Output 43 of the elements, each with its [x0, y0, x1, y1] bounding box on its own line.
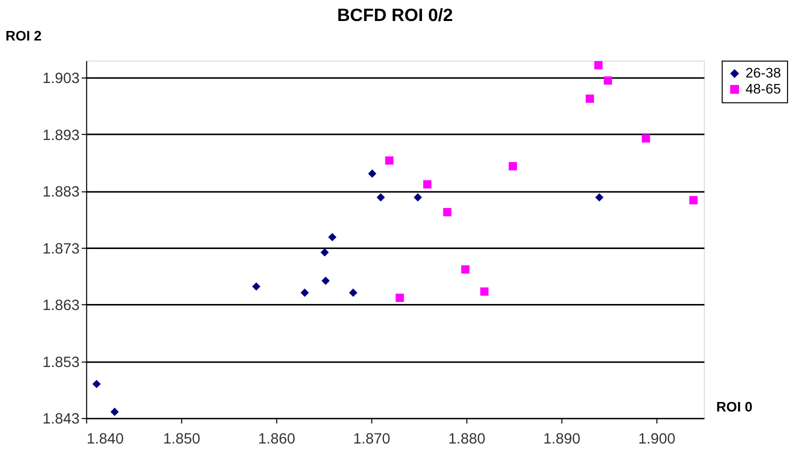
point: [252, 282, 260, 291]
point: [689, 196, 698, 204]
y-tick-label: 1.903: [42, 71, 80, 88]
y-tick-label: 1.843: [42, 412, 80, 428]
legend-label: 48-65: [745, 80, 782, 96]
point: [595, 193, 604, 202]
point: [443, 208, 452, 216]
point: [594, 61, 603, 70]
y-tick-label: 1.873: [42, 241, 80, 258]
point: [604, 76, 612, 85]
x-axis-title: ROI 0: [716, 398, 753, 415]
point: [328, 232, 336, 242]
y-axis-title: ROI 2: [5, 27, 42, 44]
y-tick-label: 1.893: [42, 128, 80, 144]
x-tick-label: 1.860: [258, 431, 296, 448]
point: [423, 180, 432, 188]
point: [92, 380, 101, 388]
point: [368, 169, 376, 178]
x-tick-label: 1.870: [353, 431, 390, 448]
point: [320, 248, 329, 257]
point: [414, 193, 422, 202]
point: [300, 288, 309, 297]
x-tick-label: 1.850: [163, 431, 200, 448]
chart-title: BCFD ROI 0/2: [337, 5, 453, 26]
point: [642, 134, 650, 143]
y-tick-label: 1.853: [42, 354, 80, 371]
point: [461, 265, 470, 274]
point: [110, 408, 119, 416]
point: [480, 287, 488, 296]
point: [586, 94, 594, 103]
y-tick-label: 1.863: [42, 298, 80, 314]
point: [508, 162, 518, 170]
point: [385, 156, 394, 165]
x-tick-label: 1.890: [543, 431, 580, 448]
x-tick-label: 1.900: [638, 431, 676, 448]
point: [321, 276, 330, 285]
x-tick-label: 1.840: [86, 431, 124, 448]
point: [396, 294, 404, 302]
legend-label: 26-38: [745, 64, 782, 81]
point: [349, 288, 358, 297]
y-tick-label: 1.883: [42, 184, 80, 201]
x-tick-label: 1.880: [448, 431, 486, 448]
point: [376, 193, 385, 202]
